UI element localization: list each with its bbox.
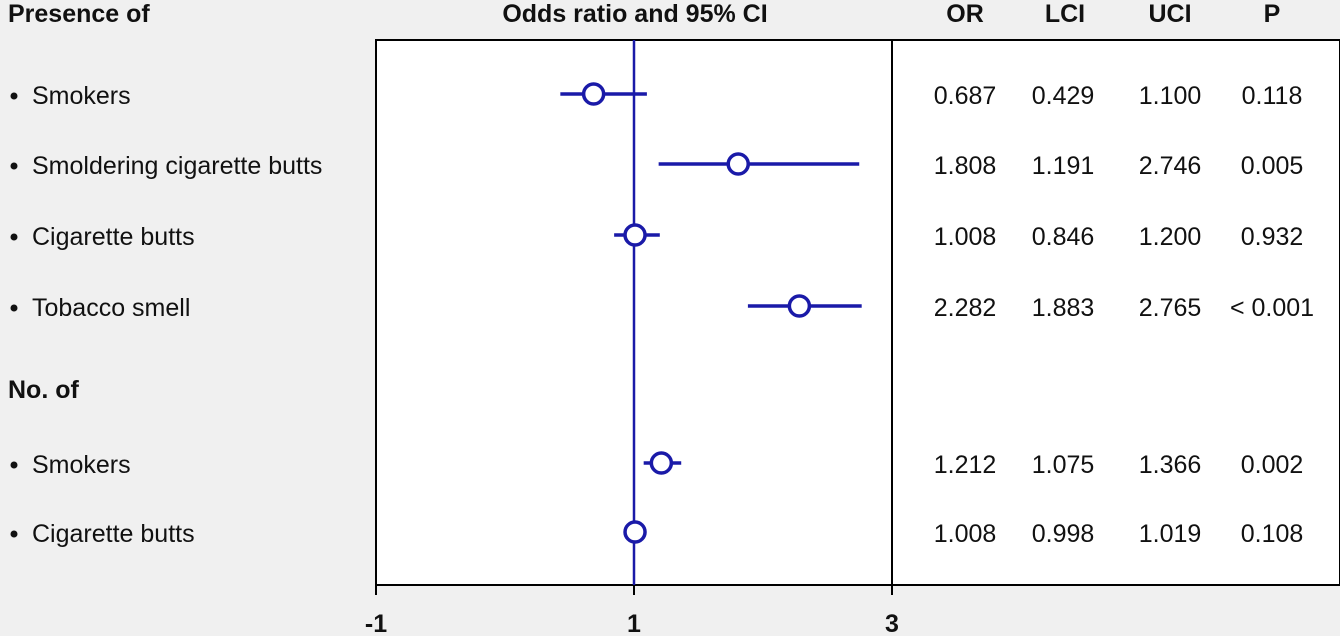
odds-ratio-point (623, 520, 647, 544)
lci-value: 0.846 (1032, 223, 1095, 251)
bullet-icon (10, 233, 18, 241)
row-label: Cigarette butts (32, 520, 195, 548)
or-value: 0.687 (934, 82, 997, 110)
forest-row: Tobacco smell 2.282 1.883 2.765 < 0.001 (10, 294, 1314, 322)
bullet-icon (10, 461, 18, 469)
uci-value: 1.100 (1139, 82, 1202, 110)
bullet-icon (10, 530, 18, 538)
odds-ratio-point (726, 152, 750, 176)
p-value: 0.108 (1241, 520, 1304, 548)
or-value: 1.808 (934, 152, 997, 180)
p-value: < 0.001 (1230, 294, 1314, 322)
plot-title: Odds ratio and 95% CI (502, 0, 767, 28)
or-value: 2.282 (934, 294, 997, 322)
column-header-or: OR (946, 0, 984, 28)
forest-row: Smokers 1.212 1.075 1.366 0.002 (10, 451, 1304, 479)
column-header-p: P (1264, 0, 1281, 28)
uci-value: 1.366 (1139, 451, 1202, 479)
forest-row: Smoldering cigarette butts 1.808 1.191 2.74… (10, 152, 1304, 180)
forest-row: Smokers 0.687 0.429 1.100 0.118 (10, 82, 1303, 110)
or-value: 1.212 (934, 451, 997, 479)
p-value: 0.002 (1241, 451, 1304, 479)
or-value: 1.008 (934, 223, 997, 251)
or-value: 1.008 (934, 520, 997, 548)
x-tick-label: -1 (365, 610, 387, 636)
uci-value: 1.200 (1139, 223, 1202, 251)
lci-value: 0.429 (1032, 82, 1095, 110)
forest-row: Cigarette butts 1.008 0.998 1.019 0.108 (10, 520, 1304, 548)
odds-ratio-point (581, 82, 606, 106)
x-tick-label: 1 (627, 610, 641, 636)
table-panel (891, 39, 1340, 586)
row-label: Smokers (32, 451, 131, 479)
uci-value: 1.019 (1139, 520, 1202, 548)
x-tick-label: 3 (885, 610, 899, 636)
bullet-icon (10, 92, 18, 100)
row-label: Smoldering cigarette butts (32, 152, 322, 180)
p-value: 0.932 (1241, 223, 1304, 251)
row-label: Smokers (32, 82, 131, 110)
odds-ratio-point (623, 223, 647, 247)
forest-row: Cigarette butts 1.008 0.846 1.200 0.932 (10, 223, 1304, 251)
odds-ratio-point (649, 451, 674, 475)
column-header-uci: UCI (1148, 0, 1191, 28)
odds-ratio-point (787, 294, 812, 318)
p-value: 0.005 (1241, 152, 1304, 180)
bullet-icon (10, 162, 18, 170)
lci-value: 1.075 (1032, 451, 1095, 479)
lci-value: 0.998 (1032, 520, 1095, 548)
uci-value: 2.746 (1139, 152, 1202, 180)
lci-value: 1.883 (1032, 294, 1095, 322)
bullet-icon (10, 304, 18, 312)
uci-value: 2.765 (1139, 294, 1202, 322)
group-header-count: No. of (8, 376, 79, 404)
row-label: Tobacco smell (32, 294, 190, 322)
p-value: 0.118 (1242, 82, 1303, 110)
row-label: Cigarette butts (32, 223, 195, 251)
column-header-lci: LCI (1045, 0, 1085, 28)
group-header-presence: Presence of (8, 0, 150, 28)
lci-value: 1.191 (1032, 152, 1095, 180)
